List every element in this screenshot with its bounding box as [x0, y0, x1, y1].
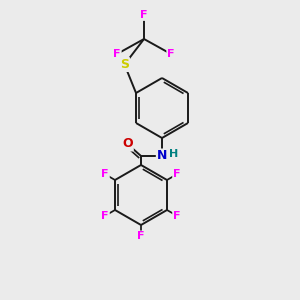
Text: F: F [101, 169, 109, 179]
Text: F: F [101, 211, 109, 221]
Text: H: H [169, 149, 178, 160]
Text: F: F [173, 169, 181, 179]
Text: F: F [113, 49, 121, 59]
Text: F: F [167, 49, 175, 59]
Text: F: F [173, 211, 181, 221]
Text: O: O [122, 137, 133, 151]
Text: S: S [120, 58, 129, 71]
Text: F: F [137, 231, 145, 242]
Text: N: N [157, 149, 167, 163]
Text: F: F [140, 10, 148, 20]
